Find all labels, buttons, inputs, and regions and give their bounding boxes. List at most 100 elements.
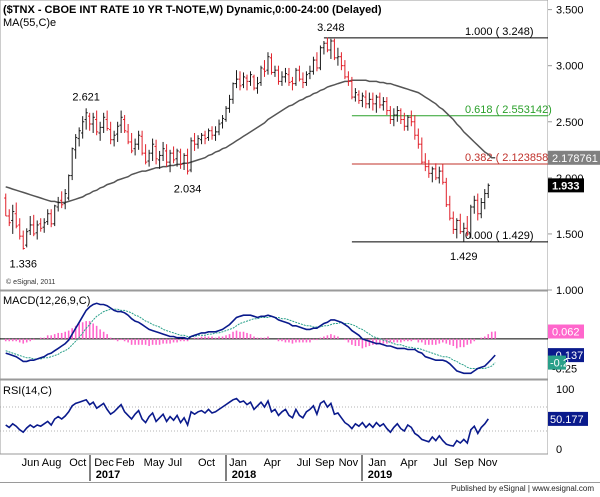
ohlc-bar (133, 138, 137, 156)
ohlc-bar (280, 71, 284, 86)
ohlc-bar (123, 115, 127, 133)
fib-level-label: 0.000 ( 1.429) (465, 230, 534, 242)
ohlc-bar (137, 130, 141, 150)
ohlc-bar (462, 222, 466, 242)
x-month-label: Sep (315, 457, 335, 469)
macd-label: MACD(12,26,9,C) (3, 295, 90, 307)
ohlc-bar (46, 209, 50, 225)
ohlc-bar (416, 128, 420, 149)
ohlc-bar (196, 135, 200, 149)
ohlc-bar (189, 137, 193, 173)
ohlc-bar (311, 56, 316, 75)
footer: Published by eSignal | www.esignal.com (0, 482, 600, 497)
ohlc-bar (95, 110, 99, 136)
ohlc-bar (206, 128, 211, 141)
ohlc-bar (28, 215, 32, 236)
ohlc-bar (255, 76, 260, 94)
ma-value-box (548, 150, 600, 165)
price-pivot-label: 2.621 (72, 91, 100, 103)
ohlc-bar (350, 76, 354, 100)
ohlc-bar (479, 198, 483, 219)
ohlc-bar (273, 65, 277, 77)
ohlc-bar (70, 147, 74, 181)
ohlc-bar (178, 148, 183, 169)
ohlc-bar (346, 71, 350, 86)
ohlc-bar (413, 115, 417, 140)
ohlc-bar (175, 148, 179, 167)
ohlc-bar (486, 183, 490, 199)
ohlc-bar (42, 218, 46, 233)
ohlc-bar (91, 112, 95, 133)
x-month-label: Dec (94, 457, 114, 469)
ohlc-bar (343, 60, 347, 80)
ohlc-bar (14, 202, 18, 229)
ohlc-bar (378, 92, 382, 109)
ohlc-bar (276, 65, 281, 85)
rsi-line (5, 397, 489, 447)
ohlc-bar (357, 90, 361, 104)
ohlc-bar (140, 130, 144, 156)
macd-histogram-value: 0.062 (552, 327, 580, 339)
fib-level-label: 0.618 ( 2.553142) (465, 104, 552, 116)
x-year-label: 2017 (96, 469, 120, 481)
ohlc-bar (102, 112, 106, 133)
ohlc-bar (458, 213, 462, 234)
ohlc-bar (4, 193, 8, 217)
ohlc-bar (430, 166, 434, 183)
ohlc-bar (109, 121, 113, 145)
ohlc-bar (371, 92, 375, 111)
ohlc-bar (74, 134, 78, 159)
x-month-label: Nov (478, 457, 498, 469)
ohlc-bar (130, 132, 134, 154)
price-tick-label: 1.500 (556, 229, 584, 241)
price-tick-label: 1.000 (556, 285, 584, 297)
x-month-label: Jul (297, 457, 311, 469)
ohlc-bar (21, 230, 25, 250)
rsi-value: 50.177 (550, 414, 584, 426)
ohlc-bar (11, 204, 15, 234)
price-pivot-label: 1.336 (9, 259, 37, 271)
ohlc-bar (308, 65, 312, 80)
price-pivot-label: 1.429 (450, 251, 478, 263)
ohlc-bar (35, 220, 39, 240)
ohlc-bar (283, 67, 288, 83)
ohlc-bar (409, 110, 413, 127)
ohlc-bar (423, 153, 427, 172)
ohlc-bar (353, 88, 357, 102)
x-month-label: Jan (368, 457, 386, 469)
ohlc-bar (199, 132, 204, 145)
ohlc-bar (39, 218, 43, 232)
ohlc-bar (105, 110, 109, 131)
ohlc-bar (469, 204, 473, 239)
ohlc-bar (192, 132, 197, 151)
ohlc-bar (465, 215, 469, 237)
ohlc-bar (325, 37, 330, 53)
ohlc-bar (448, 195, 452, 221)
x-month-label: Apr (264, 457, 281, 469)
ohlc-bar (7, 209, 11, 227)
ohlc-bar (392, 108, 396, 127)
ohlc-bar (227, 94, 232, 113)
ohlc-bar (360, 92, 364, 108)
price-pivot-label: 2.034 (174, 183, 202, 195)
ohlc-bar (241, 72, 246, 89)
ohlc-bar (290, 76, 295, 91)
ohlc-bar (220, 115, 225, 129)
x-month-label: Jan (229, 457, 247, 469)
x-month-label: Oct (69, 457, 86, 469)
ohlc-bar (164, 144, 169, 167)
ma-label: MA(55,C)e (3, 17, 56, 29)
rsi-tick-label: 100 (556, 384, 574, 396)
ohlc-bar (60, 191, 64, 209)
price-tick-label: 2.500 (556, 117, 584, 129)
x-month-label: Oct (198, 457, 215, 469)
macd-signal-line (5, 308, 496, 369)
ohlc-bar (53, 204, 57, 227)
ohlc-bar (385, 97, 389, 116)
ohlc-bar (402, 112, 406, 131)
moving-average-line (5, 79, 496, 204)
ohlc-bar (318, 45, 323, 71)
ohlc-bar (217, 119, 221, 136)
ohlc-bar (441, 164, 445, 185)
ohlc-bar (483, 189, 487, 210)
